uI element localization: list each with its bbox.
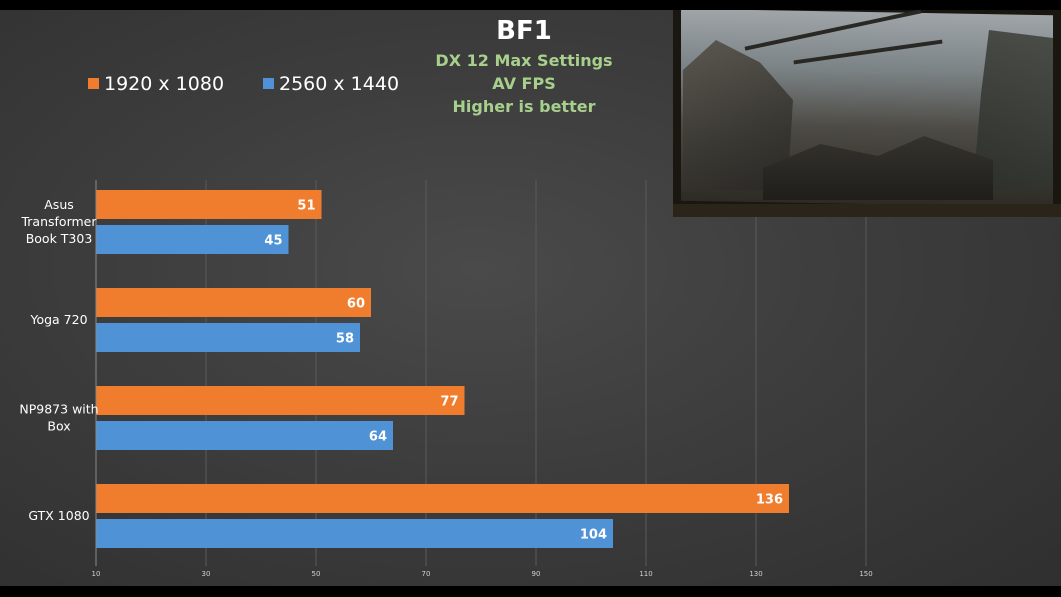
bar-1920 — [96, 386, 465, 415]
category-label: NP9873 with — [19, 402, 98, 417]
category-label: Book T303 — [26, 231, 93, 246]
category-label: Box — [47, 419, 70, 434]
bar-value-label: 45 — [264, 234, 282, 249]
bar-2560 — [96, 421, 393, 450]
bar-value-label: 64 — [369, 430, 387, 445]
legend-label-1920: 1920 x 1080 — [104, 73, 224, 95]
x-tick-label: 150 — [859, 570, 872, 578]
chart-area: 51 45 60 58 77 64 136 104 10 30 50 70 90 110 130 150 A… — [0, 10, 1061, 586]
bar-2560 — [96, 323, 360, 352]
category-labels: Asus Transformer Book T303 Yoga 720 NP9873 w… — [19, 197, 98, 523]
legend-label-2560: 2560 x 1440 — [279, 73, 399, 95]
category-label: Asus — [44, 197, 74, 212]
x-tick-label: 130 — [749, 570, 762, 578]
bars: 51 45 60 58 77 64 136 104 — [96, 190, 789, 548]
chart-subtitle-line-1: DX 12 Max Settings — [435, 51, 612, 70]
game-screenshot-image — [673, 10, 1061, 217]
chart-subtitle-line-2: AV FPS — [492, 74, 555, 93]
bar-1920 — [96, 484, 789, 513]
bar-value-label: 77 — [440, 395, 458, 410]
bar-value-label: 104 — [580, 528, 607, 543]
category-label: Yoga 720 — [29, 312, 87, 327]
legend: 1920 x 1080 2560 x 1440 — [88, 73, 399, 95]
bar-value-label: 60 — [347, 297, 365, 312]
bar-chart: 51 45 60 58 77 64 136 104 10 30 50 70 90 110 130 150 A… — [19, 16, 873, 578]
x-tick-label: 30 — [202, 570, 211, 578]
x-tick-label: 50 — [312, 570, 321, 578]
x-tick-label: 90 — [532, 570, 541, 578]
chart-title: BF1 — [496, 16, 552, 46]
grid-lines — [205, 180, 867, 566]
bar-value-label: 58 — [336, 332, 354, 347]
bar-1920 — [96, 288, 371, 317]
category-label: GTX 1080 — [28, 508, 89, 523]
x-tick-label: 10 — [92, 570, 101, 578]
bar-1920 — [96, 190, 322, 219]
bar-2560 — [96, 225, 289, 254]
bar-2560 — [96, 519, 613, 548]
monitor-bezel — [673, 204, 1061, 217]
x-tick-label: 110 — [639, 570, 652, 578]
legend-swatch-1920 — [88, 78, 99, 89]
legend-swatch-2560 — [263, 78, 274, 89]
chart-subtitle-line-3: Higher is better — [453, 97, 596, 116]
bar-value-label: 51 — [297, 199, 315, 214]
x-tick-label: 70 — [422, 570, 431, 578]
bar-value-label: 136 — [756, 493, 783, 508]
category-label: Transformer — [20, 214, 97, 229]
x-ticks: 10 30 50 70 90 110 130 150 — [92, 570, 873, 578]
